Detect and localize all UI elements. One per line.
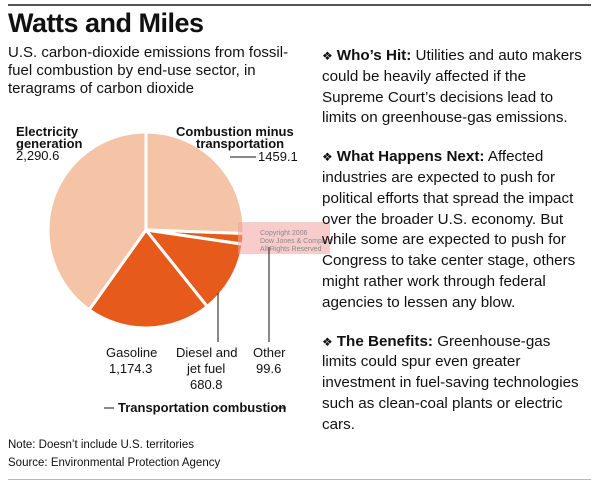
label-diesel-name-2: jet fuel: [186, 361, 225, 376]
watermark-band: [238, 222, 330, 254]
group-label-text: Transportation combustion: [118, 400, 286, 415]
label-other-value: 99.6: [256, 361, 281, 376]
pie-slice-combustion-minus-transportation: [144, 130, 246, 236]
label-combustion: Combustion minus 1459.1 transportation: [176, 124, 298, 164]
label-electricity-name-1-line-2: generation: [16, 136, 83, 151]
source-text: Source: Environmental Protection Agency: [8, 457, 221, 469]
diamond-bullet-icon: ❖: [322, 150, 333, 165]
chart-notes: Note: Doesn’t include U.S. territories S…: [8, 436, 220, 472]
paragraph-body: Greenhouse-gas limits could spur even gr…: [322, 332, 579, 433]
label-diesel-name: Diesel and: [176, 345, 237, 360]
note-text: Note: Doesn’t include U.S. territories: [8, 439, 194, 451]
label-diesel: Diesel and jet fuel 680.8: [176, 293, 237, 392]
paragraph-body: Utilities and auto makers could be heavi…: [322, 47, 582, 127]
sidebar-text: ❖ Who’s Hit: Utilities and auto makers co…: [322, 46, 587, 454]
paragraph-what-happens-next: ❖ What Happens Next: Affected industries …: [322, 147, 587, 313]
diamond-bullet-icon: ❖: [322, 49, 333, 63]
bottom-rule: [8, 479, 591, 480]
label-combustion-name-line-2: transportation: [196, 136, 284, 151]
label-electricity: Electricity 2,290.6 generation: [16, 124, 83, 163]
chart-title: Watts and Miles: [8, 8, 204, 38]
diamond-bullet-icon: ❖: [322, 334, 333, 349]
watermark-line-1: Copyright 2006: [260, 230, 308, 237]
pie-slices: [46, 130, 246, 330]
label-electricity-name-1: Electricity: [16, 124, 79, 139]
label-combustion-value: 1459.1: [258, 149, 298, 164]
label-gasoline-name: Gasoline: [106, 345, 157, 360]
pie-slice-gasoline: [87, 228, 209, 330]
paragraph-whos-hit: ❖ Who’s Hit: Utilities and auto makers co…: [322, 46, 587, 129]
label-other-name: Other: [253, 345, 286, 360]
label-other: Other 99.6: [253, 247, 286, 376]
label-combustion-name: Combustion minus: [176, 124, 294, 139]
paragraph-the-benefits: ❖ The Benefits: Greenhouse-gas limits cou…: [322, 332, 587, 436]
paragraph-heading: The Benefits:: [336, 332, 433, 350]
pie-slice-electricity-generation: [46, 130, 148, 312]
top-rule: [8, 4, 591, 6]
transportation-group-label: Transportation combustion: [104, 400, 286, 415]
watermark-line-2: Dow Jones & Company: [260, 238, 334, 245]
label-gasoline: Gasoline 1,174.3: [106, 345, 157, 376]
paragraph-heading: Who’s Hit:: [336, 47, 412, 64]
watermark-line-3: All Rights Reserved: [260, 246, 322, 253]
label-electricity-value: 2,290.6: [16, 148, 59, 163]
label-diesel-value: 680.8: [190, 377, 223, 392]
paragraph-heading: What Happens Next:: [336, 148, 485, 166]
label-gasoline-value: 1,174.3: [109, 361, 152, 376]
paragraph-body: Affected industries are expected to push…: [322, 148, 576, 311]
chart-subtitle: U.S. carbon-dioxide emissions from fossi…: [8, 44, 289, 97]
